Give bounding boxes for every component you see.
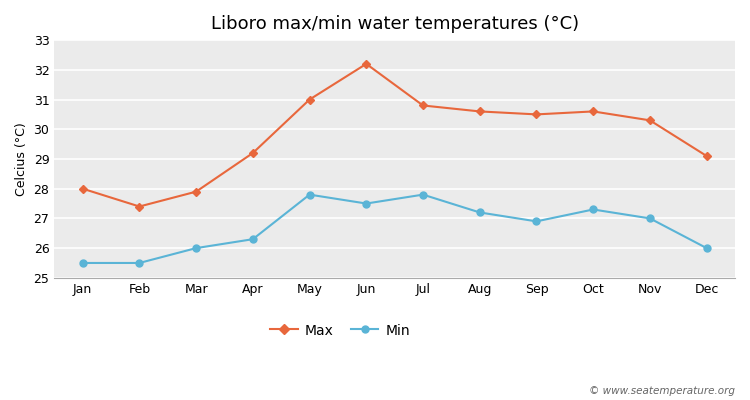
Max: [305, 97, 314, 102]
Line: Min: Min: [80, 191, 710, 266]
Min: [532, 219, 541, 224]
Min: [589, 207, 598, 212]
Max: [191, 189, 200, 194]
Min: [476, 210, 484, 215]
Text: © www.seatemperature.org: © www.seatemperature.org: [589, 386, 735, 396]
Max: [702, 154, 711, 158]
Max: [362, 62, 370, 66]
Min: [646, 216, 655, 221]
Title: Liboro max/min water temperatures (°C): Liboro max/min water temperatures (°C): [211, 15, 579, 33]
Min: [135, 260, 144, 265]
Legend: Max, Min: Max, Min: [265, 318, 416, 343]
Y-axis label: Celcius (°C): Celcius (°C): [15, 122, 28, 196]
Min: [362, 201, 370, 206]
Max: [646, 118, 655, 123]
Max: [248, 151, 257, 156]
Min: [702, 246, 711, 250]
Max: [78, 186, 87, 191]
Min: [419, 192, 428, 197]
Max: [135, 204, 144, 209]
Line: Max: Max: [80, 61, 710, 210]
Max: [476, 109, 484, 114]
Min: [78, 260, 87, 265]
Min: [191, 246, 200, 250]
Max: [419, 103, 428, 108]
Min: [248, 237, 257, 242]
Max: [532, 112, 541, 117]
Min: [305, 192, 314, 197]
Max: [589, 109, 598, 114]
